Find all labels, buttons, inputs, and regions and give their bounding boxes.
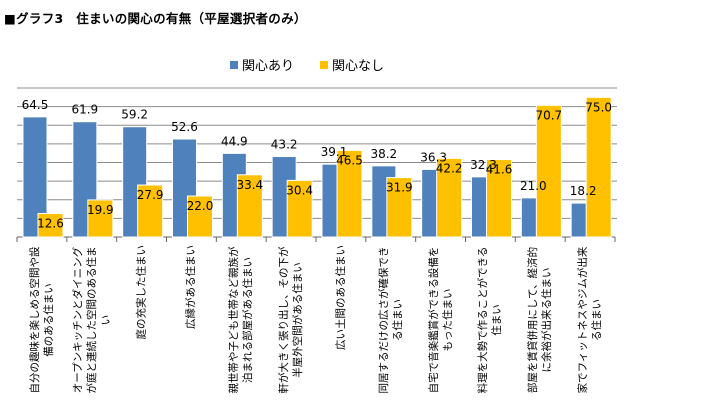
category-label: 親世帯や子ども世帯など親族が泊まれる部屋がある住まい [228,246,255,394]
data-label-interested: 36.3 [420,150,447,164]
category-label: 同居するだけの広さが確保できる住まい [377,246,404,394]
legend-label-interested: 関心あり [242,59,295,74]
data-label-interested: 61.9 [71,103,98,117]
data-label-not-interested: 19.9 [87,203,114,217]
data-label-not-interested: 30.4 [286,183,313,197]
legend: 関心あり 関心なし [230,55,384,74]
bar-not-interested [386,177,413,238]
bar-not-interested [436,157,463,238]
data-label-interested: 21.0 [520,179,547,193]
bar-not-interested [87,199,114,238]
data-label-not-interested: 27.9 [137,188,164,202]
bar-not-interested [137,184,164,238]
data-label-interested: 18.2 [570,184,597,198]
bar-not-interested [535,104,562,238]
bar-not-interested [585,96,612,238]
data-label-interested: 39.1 [321,145,348,159]
data-label-not-interested: 33.4 [236,178,263,192]
category-label: 庭の充実した住まい [135,245,148,340]
data-label-interested: 32.3 [470,158,497,172]
category-label: 家でフィットネスやジムが出来る住まい [577,246,604,394]
chart-title: ■グラフ3 住まいの関心の有無（平屋選択者のみ） [4,11,307,26]
bar-not-interested [486,159,512,238]
legend-item-interested: 関心あり [230,55,294,74]
category-label: 自宅で音楽鑑賞ができる設備をもった住まい [427,246,454,394]
category-label: 広縁がある住まい [185,245,198,329]
legend-item-not-interested: 関心なし [320,55,384,74]
legend-label-not-interested: 関心なし [332,59,385,74]
data-label-not-interested: 22.0 [187,199,214,213]
data-label-interested: 64.5 [22,98,49,112]
bar-not-interested [187,195,213,238]
category-label: 部屋を賃貸併用にして、経済的に余裕が出来る住まい [527,246,554,394]
data-label-not-interested: 75.0 [585,100,612,114]
bar-not-interested [37,213,64,238]
category-label: 広い土間のある住まい [334,245,347,350]
data-label-not-interested: 46.5 [336,153,363,167]
category-label: 軒が大きく張り出し、その下が半屋外空間がある住まい [278,246,305,394]
legend-swatch-not-interested [320,60,329,69]
data-label-interested: 52.6 [171,120,198,134]
data-label-interested: 59.2 [121,108,148,122]
data-label-not-interested: 42.2 [436,161,463,175]
category-label: 料理を大勢で作ることができる住まい [477,246,504,394]
bar-not-interested [286,179,313,238]
data-label-not-interested: 31.9 [386,181,413,195]
data-label-interested: 43.2 [271,138,298,152]
data-label-not-interested: 12.6 [37,217,64,231]
data-label-interested: 38.2 [370,147,397,161]
category-label: 自分の趣味を楽しめる空間や設備のある住まい [28,246,55,394]
legend-swatch-interested [230,60,238,69]
bar-not-interested [236,174,263,238]
category-label: オープンキッチンとダイニングが庭と連続した空間のある住まい [71,246,112,394]
data-label-not-interested: 70.7 [535,108,562,122]
bar-not-interested [336,149,363,238]
data-label-interested: 44.9 [221,134,248,148]
data-label-not-interested: 41.6 [486,163,513,177]
